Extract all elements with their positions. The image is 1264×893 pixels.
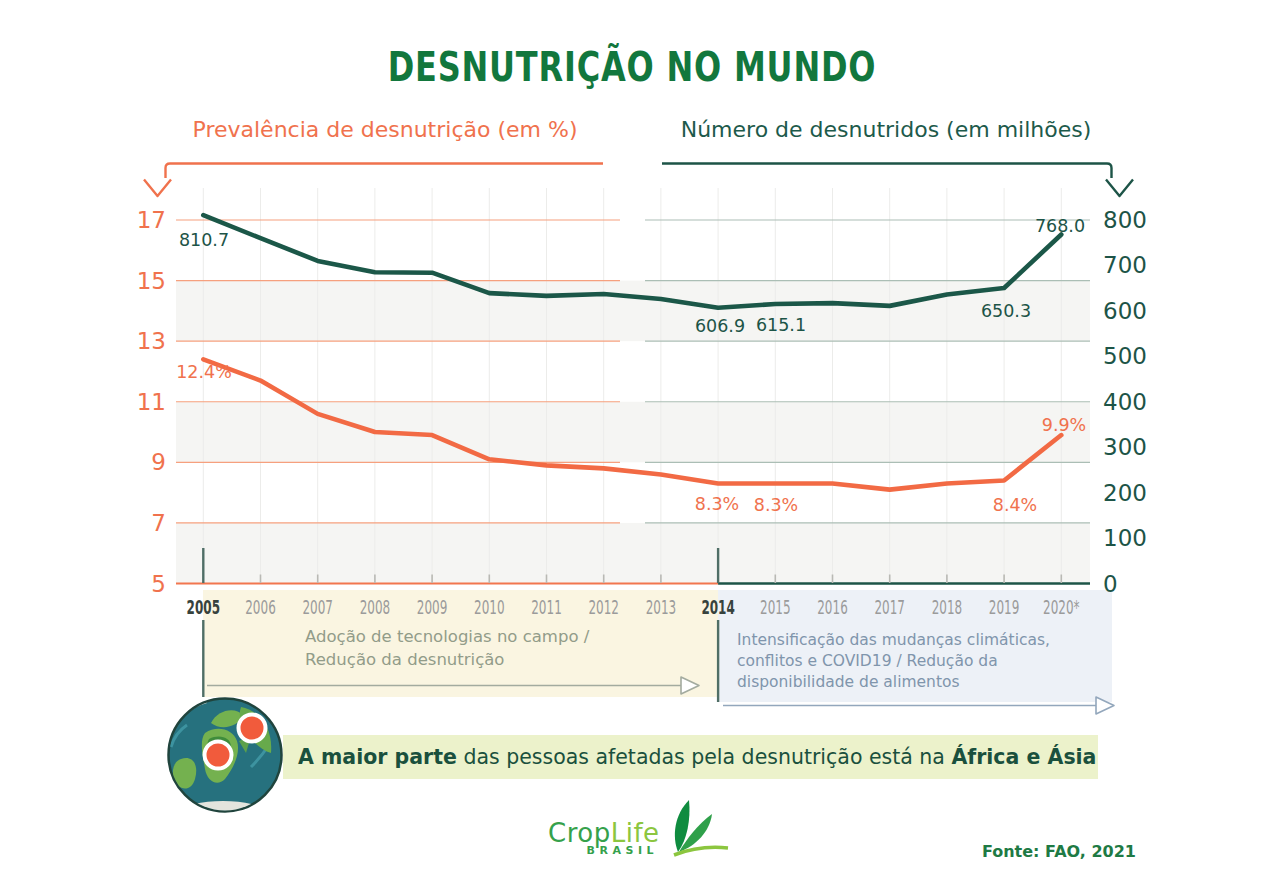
annotation-left-line2: Redução da desnutrição bbox=[305, 649, 589, 672]
map-marker-asia bbox=[239, 715, 266, 742]
annotation-left-line1: Adoção de tecnologias no campo / bbox=[305, 626, 589, 649]
data-label-number: 606.9 bbox=[695, 316, 745, 336]
left-axis-tick: 7 bbox=[151, 510, 166, 536]
infographic: DESNUTRIÇÃO NO MUNDO Prevalência de desn… bbox=[0, 0, 1264, 893]
data-label-prevalence: 8.4% bbox=[993, 495, 1037, 515]
page-title: DESNUTRIÇÃO NO MUNDO bbox=[126, 44, 1137, 90]
data-label-prevalence: 8.3% bbox=[754, 495, 798, 515]
left-axis-tick: 15 bbox=[137, 268, 166, 294]
series-line-right bbox=[203, 215, 1061, 308]
left-axis-tick: 17 bbox=[137, 207, 166, 233]
annotation-right-line3: disponibilidade de alimentos bbox=[737, 672, 1050, 693]
data-label-prevalence: 9.9% bbox=[1042, 415, 1086, 435]
data-label-number: 615.1 bbox=[756, 315, 806, 335]
data-label-number: 810.7 bbox=[179, 230, 229, 250]
grid-band bbox=[176, 523, 1090, 584]
legend-rule-left bbox=[166, 164, 604, 179]
left-axis-tick: 9 bbox=[151, 449, 166, 475]
globe-illustration bbox=[165, 695, 285, 815]
right-axis-tick: 400 bbox=[1103, 389, 1147, 415]
right-axis-tick: 700 bbox=[1103, 252, 1147, 278]
left-axis-tick: 11 bbox=[137, 389, 166, 415]
legend-rule-right bbox=[662, 164, 1112, 179]
map-marker-africa bbox=[205, 742, 232, 769]
highlight-bold-2: África e Ásia bbox=[951, 745, 1096, 769]
annotation-left-text: Adoção de tecnologias no campo / Redução… bbox=[305, 626, 589, 671]
right-axis-tick: 800 bbox=[1103, 207, 1147, 233]
right-axis-tick: 100 bbox=[1103, 525, 1147, 551]
annotation-right-line1: Intensificação das mudanças climáticas, bbox=[737, 630, 1050, 651]
highlight-mid: das pessoas afetadas pela desnutrição es… bbox=[457, 745, 952, 769]
grid-band bbox=[176, 402, 1090, 463]
legend-number: Número de desnutridos (em milhões) bbox=[681, 117, 1092, 142]
right-axis-tick: 300 bbox=[1103, 434, 1147, 460]
annotation-right-line2: conflitos e COVID19 / Redução da bbox=[737, 651, 1050, 672]
legend-prevalence: Prevalência de desnutrição (em %) bbox=[193, 117, 578, 142]
right-axis-tick: 600 bbox=[1103, 298, 1147, 324]
grid-band bbox=[176, 281, 1090, 342]
data-label-prevalence: 8.3% bbox=[695, 494, 739, 514]
data-label-prevalence: 12.4% bbox=[176, 362, 232, 382]
data-label-number: 650.3 bbox=[981, 301, 1031, 321]
source-note: Fonte: FAO, 2021 bbox=[0, 842, 1136, 861]
left-axis-tick: 13 bbox=[137, 328, 166, 354]
down-arrow-icon bbox=[144, 180, 171, 197]
down-arrow-icon bbox=[1106, 180, 1133, 197]
right-axis-tick: 200 bbox=[1103, 480, 1147, 506]
left-axis-tick: 5 bbox=[151, 571, 166, 597]
annotation-right-text: Intensificação das mudanças climáticas, … bbox=[737, 630, 1050, 693]
data-label-number: 768.0 bbox=[1035, 216, 1085, 236]
highlight-bold-1: A maior parte bbox=[298, 745, 457, 769]
highlight-text: A maior parte das pessoas afetadas pela … bbox=[298, 735, 1096, 779]
series-line-left bbox=[203, 359, 1061, 489]
right-axis-tick: 500 bbox=[1103, 343, 1147, 369]
